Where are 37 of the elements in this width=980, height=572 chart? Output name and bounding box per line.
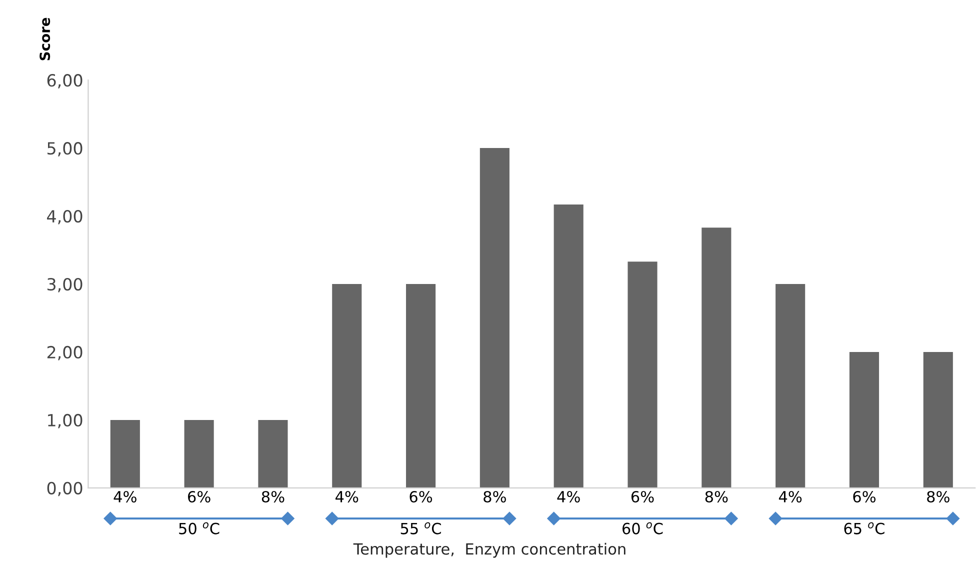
bar bbox=[702, 228, 732, 488]
y-tick-label: 1,00 bbox=[48, 414, 82, 428]
text: 50 $^{o}$C bbox=[179, 522, 220, 534]
bar bbox=[554, 204, 584, 488]
x-tick-label: 6% bbox=[188, 490, 210, 503]
x-axis-title: Temperature, Enzym concentration bbox=[353, 542, 626, 558]
text: 55 $^{o}$C bbox=[400, 522, 441, 534]
x-tick-label: 4% bbox=[336, 490, 358, 503]
x-tick-label: 4% bbox=[557, 490, 580, 503]
bar bbox=[480, 148, 510, 488]
x-tick-label: 8% bbox=[484, 490, 506, 503]
bar bbox=[258, 420, 288, 488]
text: 65 $^{o}$C bbox=[844, 522, 884, 534]
y-tick-label: 2,00 bbox=[47, 346, 82, 360]
x-tick-label: 8% bbox=[262, 490, 284, 503]
bar bbox=[406, 284, 436, 488]
bar bbox=[849, 352, 880, 488]
bar bbox=[184, 420, 214, 488]
bar bbox=[332, 284, 362, 488]
x-tick-label: 8% bbox=[927, 490, 950, 503]
y-axis-title: Score bbox=[40, 18, 50, 60]
y-tick-label: 6,00 bbox=[47, 74, 82, 88]
bar bbox=[110, 420, 140, 488]
x-tick-label: 4% bbox=[114, 490, 136, 503]
y-tick-label: 0,00 bbox=[47, 482, 82, 496]
bar bbox=[628, 262, 658, 488]
y-tick-label: 3,00 bbox=[48, 278, 82, 292]
y-tick-label: 4,00 bbox=[47, 210, 82, 224]
y-tick-label: 5,00 bbox=[48, 142, 82, 156]
x-tick-label: 6% bbox=[410, 490, 432, 503]
x-tick-label: 6% bbox=[853, 490, 876, 503]
x-tick-label: 6% bbox=[631, 490, 654, 503]
x-tick-label: 4% bbox=[778, 490, 802, 503]
text: 60 $^{o}$C bbox=[622, 522, 663, 534]
bar bbox=[923, 352, 953, 488]
x-tick-label: 8% bbox=[705, 490, 728, 503]
bar bbox=[776, 284, 806, 488]
